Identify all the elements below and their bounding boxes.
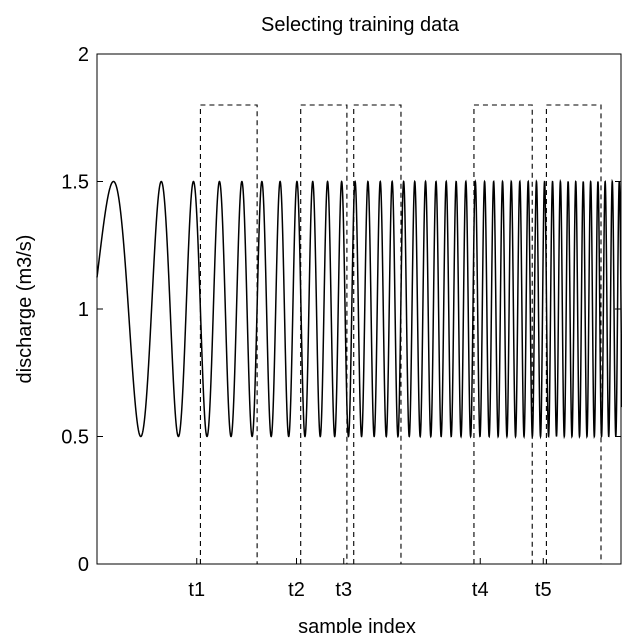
y-tick-label: 0.5	[61, 427, 89, 449]
training-window	[300, 104, 348, 564]
y-tick-label: 1	[78, 299, 89, 321]
training-window	[545, 104, 602, 564]
x-tick-label: t2	[288, 579, 305, 601]
x-tick-label: t5	[535, 579, 552, 601]
plot-area	[96, 104, 622, 564]
training-window	[199, 104, 258, 564]
y-tick-label: 1.5	[61, 172, 89, 194]
chart-title: Selecting training data	[261, 14, 460, 36]
discharge-series-line	[96, 178, 622, 440]
training-windows	[199, 104, 602, 564]
training-window	[353, 104, 402, 564]
y-tick-label: 2	[78, 44, 89, 66]
training-window	[473, 104, 533, 564]
x-tick-label: t1	[188, 579, 205, 601]
x-tick-label: t3	[335, 579, 352, 601]
x-tick-label: t4	[472, 579, 489, 601]
y-axis: 0 0.5 1 1.5 2	[61, 44, 621, 576]
y-axis-label: discharge (m3/s)	[14, 235, 36, 384]
x-axis: t1 t2 t3 t4 t5	[188, 558, 552, 601]
y-tick-label: 0	[78, 554, 89, 576]
x-axis-label: sample index	[298, 616, 416, 633]
